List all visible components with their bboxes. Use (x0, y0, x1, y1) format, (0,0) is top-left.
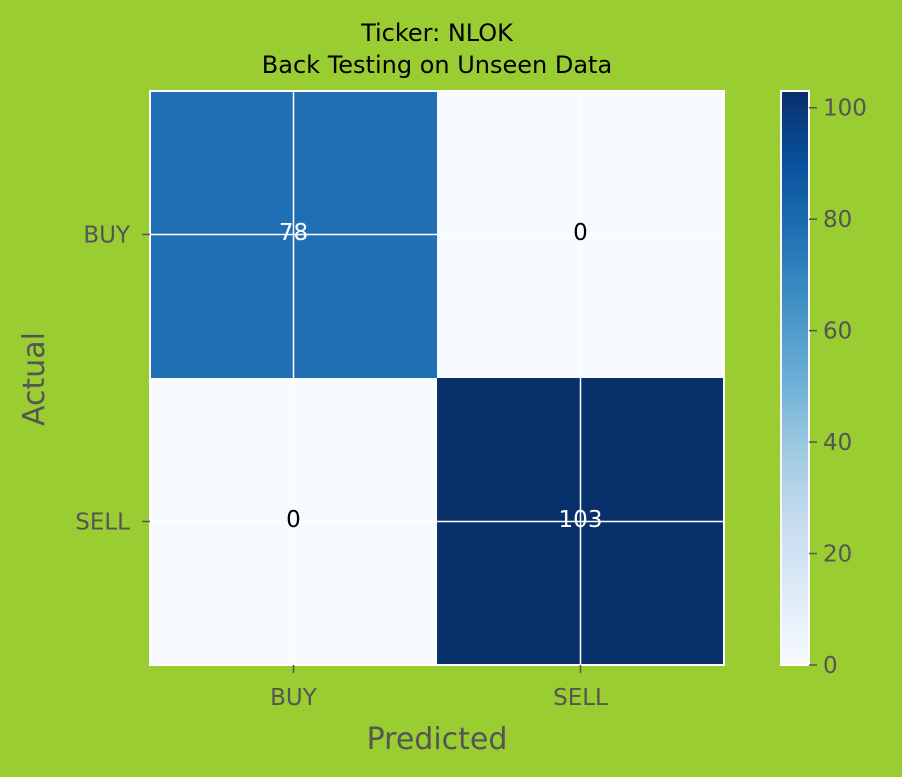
x-tick-label: SELL (553, 685, 608, 711)
cell-labels: 78 0 0 103 (279, 220, 603, 533)
colorbar-tick-label: 20 (823, 542, 852, 568)
y-axis-ticks: BUY SELL (75, 223, 150, 536)
colorbar-tick-label: 60 (823, 319, 852, 345)
plot-border (149, 90, 725, 666)
grid-lines (150, 91, 724, 665)
cell-value-label: 0 (286, 507, 301, 533)
y-tick-label: BUY (83, 223, 131, 249)
x-tick-label: BUY (270, 685, 318, 711)
chart-subtitle: Back Testing on Unseen Data (262, 51, 612, 79)
y-tick-label: SELL (75, 510, 130, 536)
colorbar-tick-label: 40 (823, 430, 852, 456)
cell-value-label: 0 (573, 220, 588, 246)
colorbar-ticks: 0 20 40 60 80 100 (809, 96, 867, 679)
colorbar (780, 90, 810, 666)
colorbar-tick-label: 0 (823, 653, 838, 679)
heatmap-cells (150, 91, 724, 665)
colorbar-tick-label: 80 (823, 207, 852, 233)
cell-value-label: 103 (559, 507, 603, 533)
colorbar-tick-label: 100 (823, 96, 867, 122)
cell-value-label: 78 (279, 220, 308, 246)
y-axis-label: Actual (17, 332, 52, 426)
x-axis-ticks: BUY SELL (270, 665, 608, 711)
chart-title: Ticker: NLOK (360, 19, 514, 47)
x-axis-label: Predicted (367, 722, 508, 757)
